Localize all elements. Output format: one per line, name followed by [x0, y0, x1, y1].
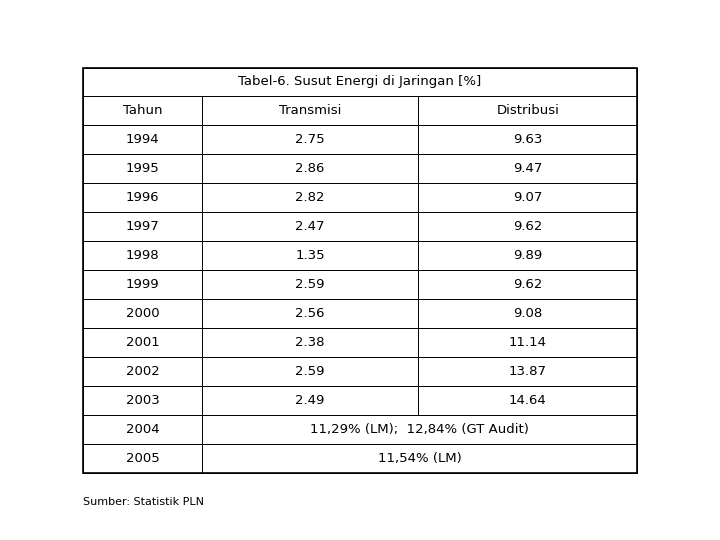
Text: 9.07: 9.07 [513, 191, 542, 204]
Text: 11,29% (LM);  12,84% (GT Audit): 11,29% (LM); 12,84% (GT Audit) [310, 423, 529, 436]
Text: 2005: 2005 [125, 451, 159, 464]
Text: 11.14: 11.14 [509, 336, 546, 349]
Text: 2001: 2001 [125, 336, 159, 349]
Text: Transmisi: Transmisi [279, 104, 341, 117]
Text: 2.82: 2.82 [295, 191, 325, 204]
Text: 2.59: 2.59 [295, 364, 325, 378]
Text: 11,54% (LM): 11,54% (LM) [378, 451, 462, 464]
Text: Tabel-6. Susut Energi di Jaringan [%]: Tabel-6. Susut Energi di Jaringan [%] [238, 76, 482, 89]
Text: 2000: 2000 [125, 307, 159, 320]
Text: 1998: 1998 [125, 249, 159, 262]
Text: 1996: 1996 [125, 191, 159, 204]
Text: 2.38: 2.38 [295, 336, 325, 349]
Text: 2.56: 2.56 [295, 307, 325, 320]
Text: 2004: 2004 [125, 423, 159, 436]
Text: 2003: 2003 [125, 394, 159, 407]
Text: 2002: 2002 [125, 364, 159, 378]
Text: 9.62: 9.62 [513, 220, 542, 233]
Text: 2.86: 2.86 [295, 162, 325, 176]
Text: 1999: 1999 [125, 278, 159, 291]
Text: Sumber: Statistik PLN: Sumber: Statistik PLN [83, 497, 204, 507]
Text: Distribusi: Distribusi [496, 104, 559, 117]
Text: 1997: 1997 [125, 220, 159, 233]
Text: 9. Susut Energi: 9. Susut Energi [9, 9, 189, 30]
Text: Tahun: Tahun [122, 104, 162, 117]
Text: 9.62: 9.62 [513, 278, 542, 291]
Text: 2.47: 2.47 [295, 220, 325, 233]
Text: 9.47: 9.47 [513, 162, 542, 176]
Text: 13.87: 13.87 [509, 364, 546, 378]
Text: 9.08: 9.08 [513, 307, 542, 320]
Text: 1.35: 1.35 [295, 249, 325, 262]
Text: 2.59: 2.59 [295, 278, 325, 291]
Text: 9.63: 9.63 [513, 133, 542, 146]
Text: 1995: 1995 [125, 162, 159, 176]
Text: 14.64: 14.64 [509, 394, 546, 407]
Text: 2.75: 2.75 [295, 133, 325, 146]
Text: 2.49: 2.49 [295, 394, 325, 407]
Text: 9.89: 9.89 [513, 249, 542, 262]
Text: 1994: 1994 [125, 133, 159, 146]
